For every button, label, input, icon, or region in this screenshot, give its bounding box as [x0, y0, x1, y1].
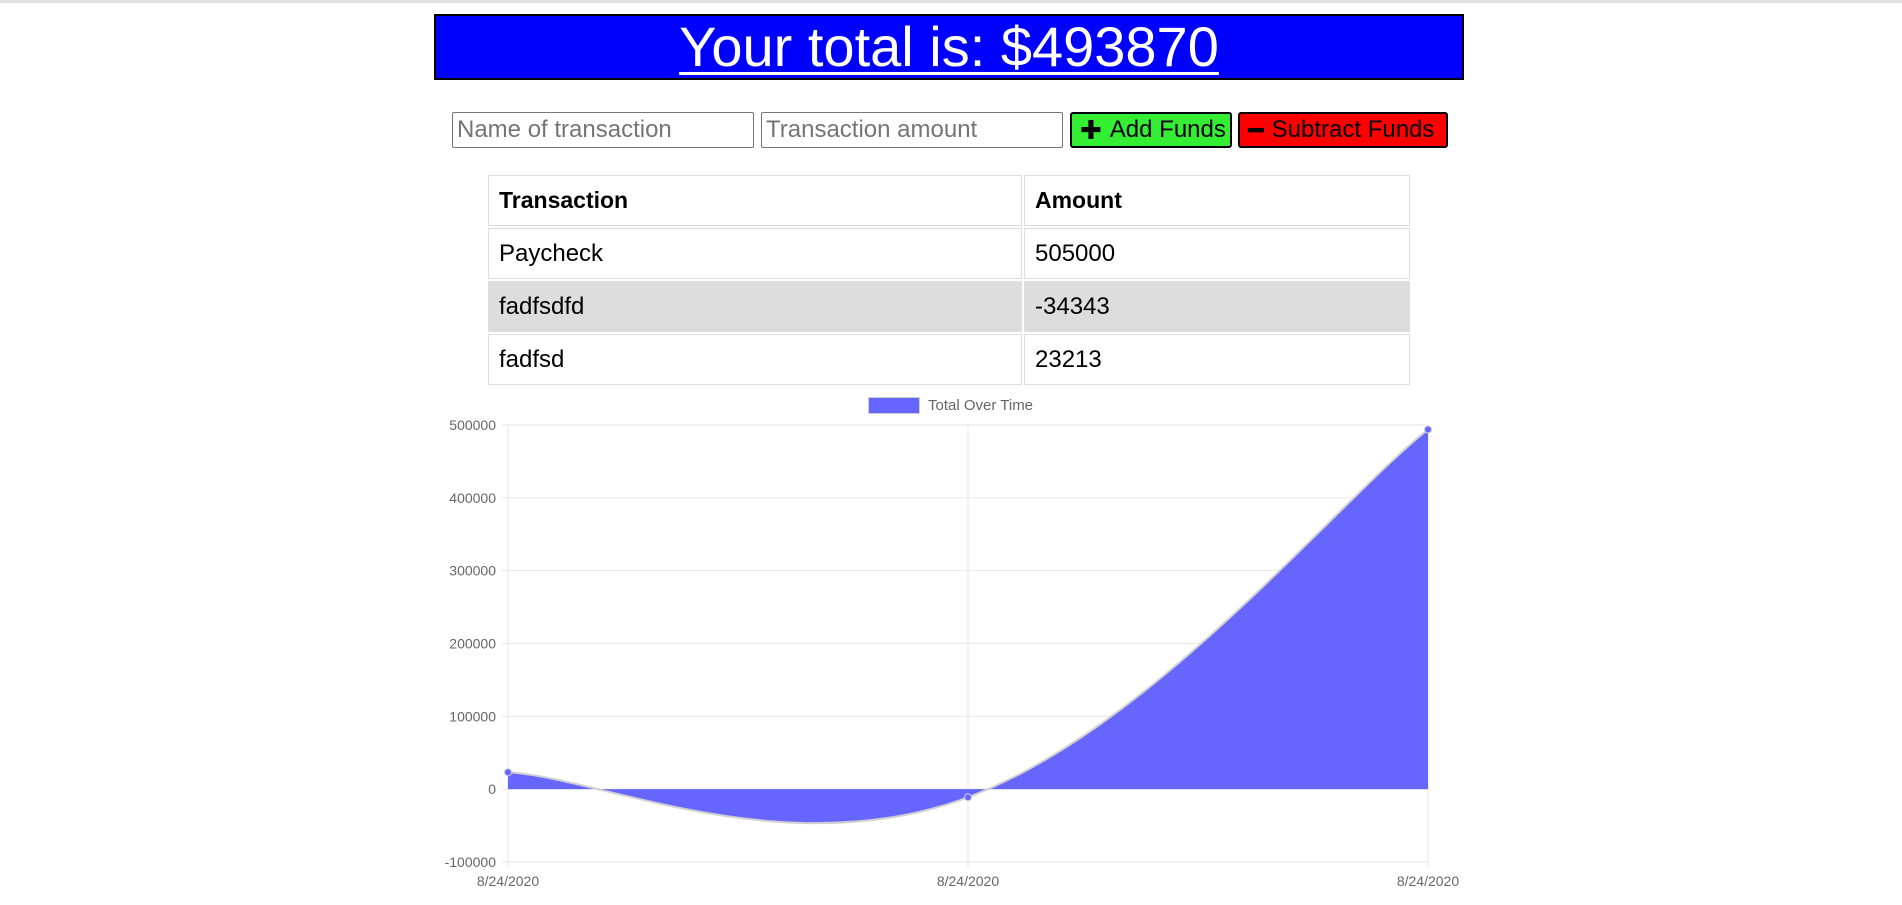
x-tick-label: 8/24/2020 [1397, 873, 1459, 889]
x-tick-label: 8/24/2020 [477, 873, 539, 889]
add-funds-label: Add Funds [1109, 116, 1226, 143]
plus-icon: ✚ [1080, 115, 1102, 145]
data-point [1424, 425, 1432, 434]
total-heading: Your total is: $493870 [679, 15, 1219, 78]
transaction-amount: -34343 [1024, 281, 1410, 332]
transaction-name: fadfsdfd [488, 281, 1022, 332]
transactions-table: Transaction Amount Paycheck 505000 fadfs… [486, 173, 1412, 387]
data-point [504, 768, 512, 777]
transaction-name-input[interactable] [452, 112, 754, 148]
chart-legend[interactable]: Total Over Time [868, 397, 1033, 414]
data-point [964, 793, 972, 802]
add-funds-button[interactable]: ✚ Add Funds [1070, 112, 1232, 148]
chart-canvas: 500000 400000 300000 200000 100000 0 -100000 8/… [445, 417, 1460, 889]
transaction-name: Paycheck [488, 228, 1022, 279]
top-rule [0, 0, 1902, 3]
total-banner: Your total is: $493870 [434, 14, 1464, 80]
y-tick-label: 0 [488, 781, 496, 797]
header-transaction: Transaction [488, 175, 1022, 226]
header-amount: Amount [1024, 175, 1410, 226]
table-row: fadfsdfd -34343 [488, 281, 1410, 332]
table-row: fadfsd 23213 [488, 334, 1410, 385]
table-header-row: Transaction Amount [488, 175, 1410, 226]
transaction-amount: 23213 [1024, 334, 1410, 385]
y-tick-label: 100000 [449, 708, 496, 724]
transaction-name: fadfsd [488, 334, 1022, 385]
x-tick-label: 8/24/2020 [937, 873, 999, 889]
legend-label: Total Over Time [928, 397, 1034, 414]
y-tick-label: 400000 [449, 490, 496, 506]
y-tick-label: 200000 [449, 636, 496, 652]
subtract-funds-label: Subtract Funds [1271, 116, 1435, 143]
y-tick-label: -100000 [445, 854, 497, 870]
minus-icon: ━ [1248, 115, 1264, 145]
series-area [508, 429, 1428, 824]
y-tick-label: 300000 [449, 563, 496, 579]
transaction-amount: 505000 [1024, 228, 1410, 279]
total-over-time-chart: Total Over Time 500000 400000 300000 200000… [430, 393, 1470, 905]
table-row: Paycheck 505000 [488, 228, 1410, 279]
legend-swatch [868, 397, 920, 414]
y-tick-label: 500000 [449, 417, 496, 433]
subtract-funds-button[interactable]: ━ Subtract Funds [1238, 112, 1448, 148]
transaction-amount-input[interactable] [761, 112, 1063, 148]
